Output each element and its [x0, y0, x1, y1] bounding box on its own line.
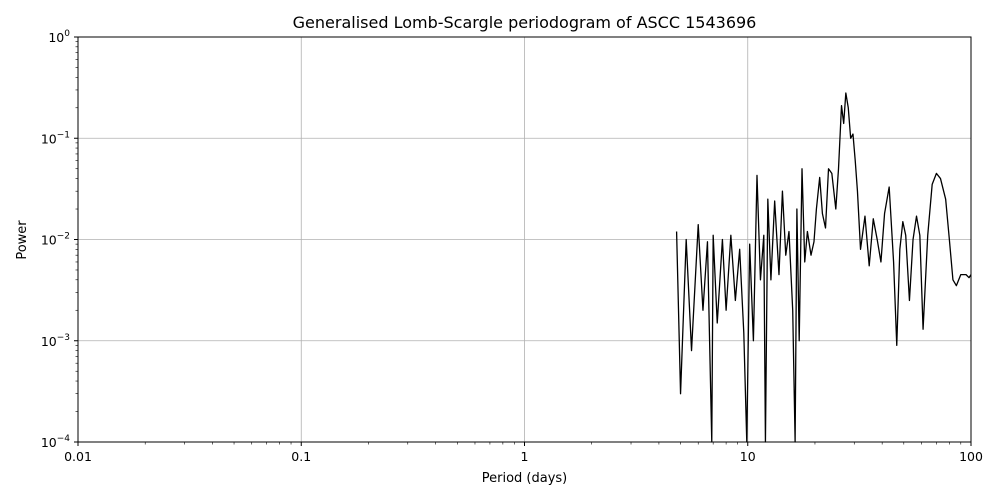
y-tick-label: 10−1 — [41, 130, 70, 146]
x-tick-label: 1 — [521, 449, 529, 464]
x-tick-labels: 0.01 0.1 1 10 100 — [64, 449, 983, 464]
y-axis-label: Power — [15, 220, 30, 260]
y-tick-label: 100 — [48, 29, 70, 45]
y-tick-labels: 10−4 10−3 10−2 10−1 100 — [41, 29, 70, 450]
x-tick-label: 0.1 — [291, 449, 311, 464]
x-tick-label: 0.01 — [64, 449, 92, 464]
x-tick-label: 10 — [740, 449, 756, 464]
series-line — [675, 92, 972, 443]
y-tick-label: 10−3 — [41, 333, 70, 349]
x-tick-label: 100 — [959, 449, 983, 464]
tick-marks — [74, 36, 972, 446]
chart-title: Generalised Lomb-Scargle periodogram of … — [293, 13, 757, 32]
x-axis-label: Period (days) — [482, 471, 568, 486]
data-layer — [675, 92, 972, 443]
y-tick-label: 10−2 — [41, 232, 70, 248]
y-tick-label: 10−4 — [41, 434, 70, 450]
